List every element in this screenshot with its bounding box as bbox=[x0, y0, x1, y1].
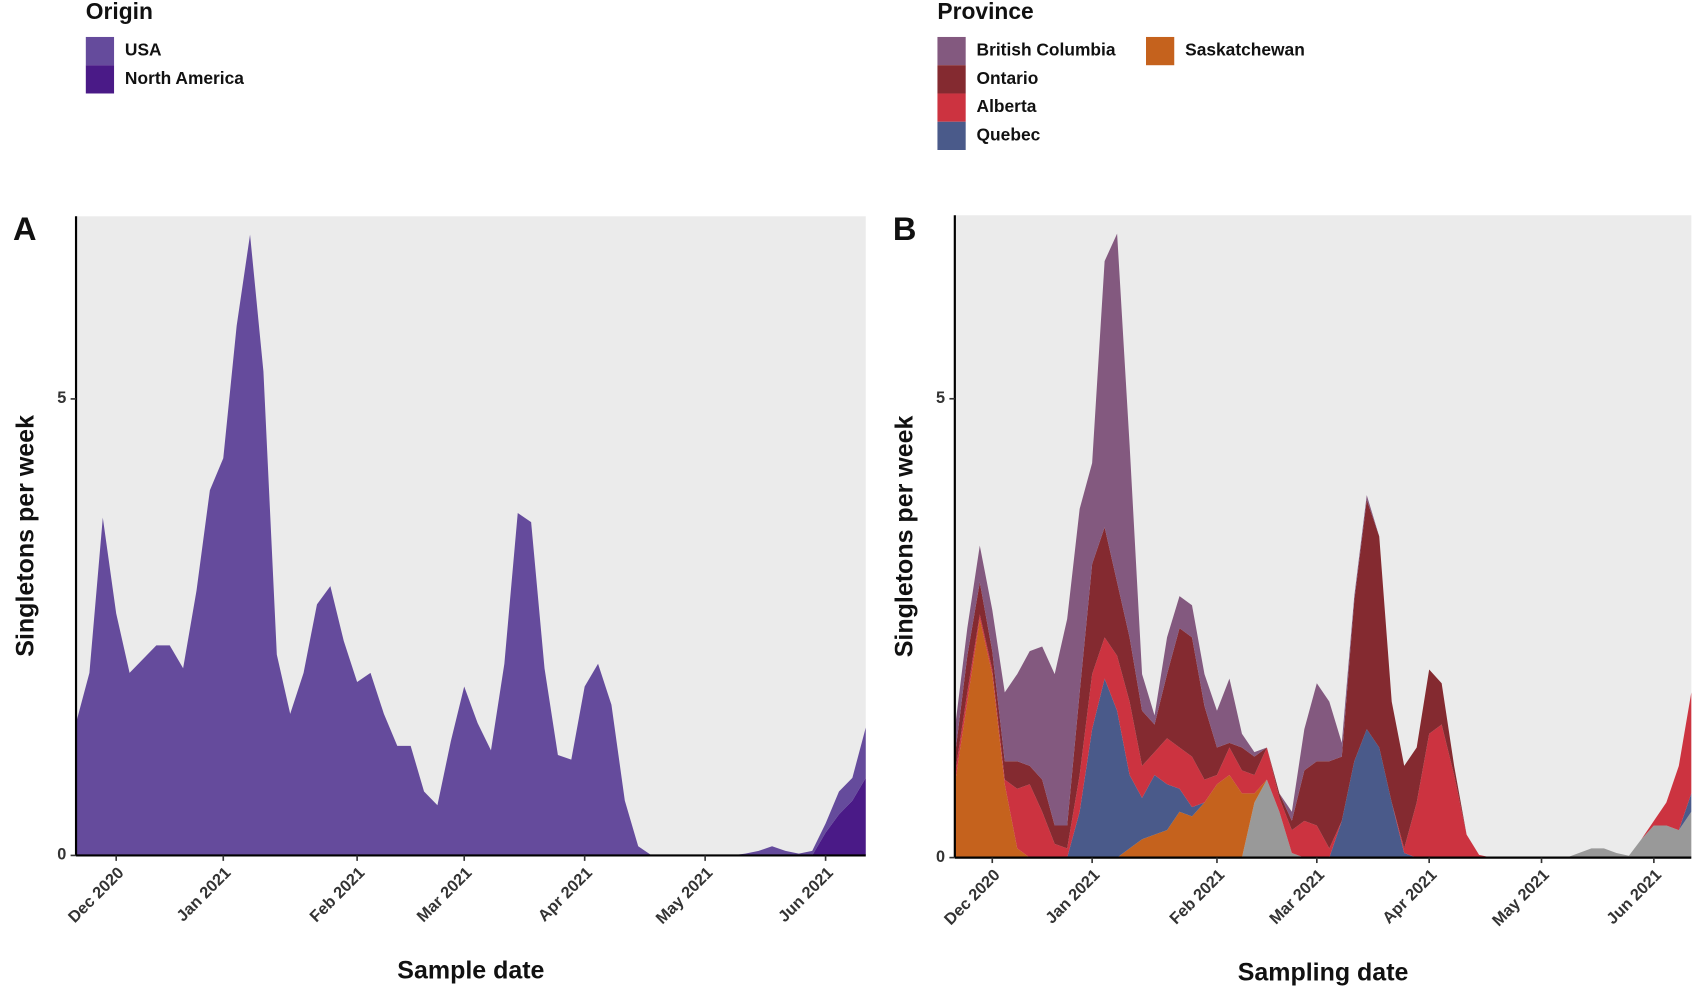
y-axis-title: Singletons per week bbox=[12, 415, 40, 657]
legend-label: North America bbox=[125, 68, 244, 88]
x-tick-label: Dec 2020 bbox=[65, 864, 128, 927]
x-tick-label: Feb 2021 bbox=[306, 864, 368, 926]
y-tick-label: 0 bbox=[57, 846, 66, 864]
panel-label: B bbox=[893, 210, 917, 247]
x-axis-title: Sampling date bbox=[1238, 959, 1409, 987]
legend-label: Quebec bbox=[977, 124, 1041, 144]
x-tick-label: Feb 2021 bbox=[1166, 866, 1228, 928]
x-axis-title: Sample date bbox=[397, 956, 544, 984]
legend-label: Alberta bbox=[977, 96, 1037, 116]
area bbox=[76, 234, 866, 856]
x-tick-label: Mar 2021 bbox=[1266, 866, 1328, 928]
area bbox=[954, 614, 1692, 858]
x-tick-label: Jan 2021 bbox=[1042, 866, 1103, 927]
y-tick-label: 0 bbox=[936, 848, 945, 866]
legend-swatch bbox=[937, 36, 966, 66]
legend-swatch bbox=[85, 36, 115, 66]
area bbox=[954, 499, 1692, 858]
x-tick-label: Jun 2021 bbox=[775, 864, 837, 926]
area bbox=[954, 233, 1692, 858]
legend-label: Ontario bbox=[977, 68, 1039, 88]
x-tick-label: May 2021 bbox=[653, 864, 717, 928]
area bbox=[954, 619, 1692, 858]
y-tick-label: 5 bbox=[57, 389, 66, 407]
x-tick-label: Mar 2021 bbox=[414, 864, 476, 926]
legend-title: Origin bbox=[86, 0, 153, 24]
x-tick-label: Apr 2021 bbox=[1379, 866, 1440, 927]
x-tick-label: Apr 2021 bbox=[535, 864, 596, 925]
legend-swatch bbox=[1146, 36, 1175, 66]
legend-swatch bbox=[85, 65, 115, 94]
legend-label: British Columbia bbox=[977, 40, 1116, 60]
legend-title: Province bbox=[937, 0, 1033, 24]
legend-swatch bbox=[937, 65, 966, 94]
legend-label: Saskatchewan bbox=[1185, 40, 1305, 60]
legend-label: USA bbox=[125, 40, 162, 60]
x-tick-label: Jan 2021 bbox=[173, 864, 234, 925]
panel-label: A bbox=[13, 210, 37, 247]
y-axis-title: Singletons per week bbox=[891, 415, 919, 657]
legend-swatch bbox=[937, 121, 966, 150]
legend-swatch bbox=[937, 93, 966, 122]
x-tick-label: Jun 2021 bbox=[1603, 866, 1665, 928]
x-tick-label: May 2021 bbox=[1489, 866, 1553, 930]
x-tick-label: Dec 2020 bbox=[941, 866, 1004, 929]
y-tick-label: 5 bbox=[936, 389, 945, 407]
